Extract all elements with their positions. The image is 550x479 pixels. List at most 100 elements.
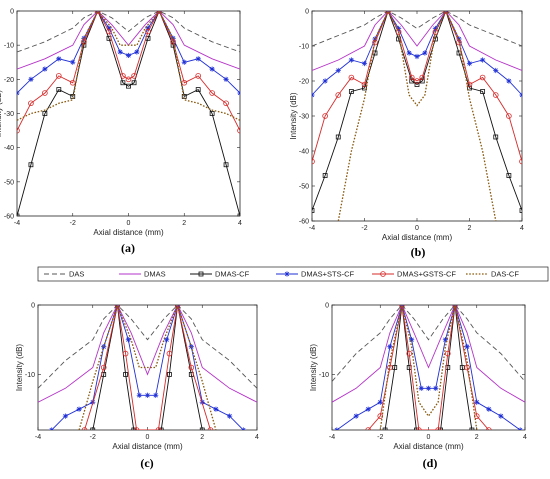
data-point [76, 406, 82, 412]
panel-label: (c) [140, 456, 153, 470]
legend-marker [380, 271, 386, 277]
series-group [332, 305, 525, 430]
data-point [166, 350, 173, 357]
x-axis-label: Axial distance (mm) [393, 442, 464, 451]
x-tick-label: -2 [377, 434, 383, 441]
data-point [144, 392, 151, 398]
y-tick-label: -50 [299, 184, 309, 191]
data-point [419, 74, 426, 81]
data-point [90, 427, 96, 430]
data-point [459, 365, 465, 370]
data-point [153, 392, 159, 398]
x-tick-label: 4 [520, 225, 524, 232]
y-axis-label: Intensity (dB) [0, 90, 3, 137]
data-point [414, 53, 420, 60]
data-point [506, 78, 512, 84]
data-point [56, 56, 62, 62]
data-point [227, 413, 233, 419]
y-tick-label: 0 [31, 303, 35, 310]
data-point [81, 427, 88, 430]
y-tick-label: -10 [319, 372, 329, 379]
x-tick-label: 0 [415, 225, 419, 232]
data-point [334, 427, 340, 430]
data-point [42, 66, 48, 72]
data-point [188, 364, 195, 371]
data-point [506, 173, 512, 178]
data-point [414, 427, 419, 430]
x-tick-label: -4 [309, 225, 315, 232]
data-point [519, 92, 522, 98]
x-tick-label: 0 [146, 434, 150, 441]
legend-entry: DMAS+GSTS-CF [397, 270, 456, 279]
data-point [56, 87, 62, 92]
data-point [240, 427, 246, 430]
series-line-das [312, 11, 522, 47]
data-point [385, 11, 391, 14]
data-point [131, 80, 137, 86]
x-tick-label: -2 [361, 225, 367, 232]
y-tick-label: -10 [299, 44, 309, 51]
data-point [474, 399, 480, 405]
data-point [166, 372, 172, 377]
data-point [506, 113, 512, 119]
data-point [335, 67, 341, 74]
data-point [444, 350, 451, 357]
data-point [312, 158, 315, 165]
data-point [126, 83, 131, 89]
plot-area [16, 10, 241, 217]
data-point [419, 78, 425, 84]
data-point [322, 173, 328, 178]
data-point [443, 11, 449, 14]
data-point [312, 92, 315, 98]
data-point [125, 52, 132, 59]
data-point [395, 29, 402, 35]
legend-marker [198, 271, 204, 277]
legend-entry: DAS [69, 270, 84, 279]
data-point [433, 385, 439, 391]
series-group [17, 11, 240, 216]
data-point [432, 25, 438, 32]
data-point [100, 364, 107, 371]
data-point [223, 162, 229, 168]
data-point [372, 39, 378, 46]
x-tick-label: 2 [200, 434, 204, 441]
series-group [38, 305, 257, 430]
series-line-das-cf [337, 11, 497, 221]
data-point [223, 100, 229, 107]
data-point [480, 57, 486, 63]
legend-entry: DAS-CF [491, 270, 519, 279]
y-tick-label: -30 [4, 111, 14, 118]
x-tick-label: -4 [14, 220, 20, 227]
data-point [414, 78, 420, 84]
x-tick-label: 2 [468, 225, 472, 232]
data-point [438, 427, 443, 430]
y-tick-label: 0 [305, 9, 309, 16]
data-point [81, 38, 87, 45]
data-point [335, 92, 342, 98]
y-axis-label: Intensity (dB) [15, 344, 24, 391]
series-group [312, 11, 522, 221]
data-point [517, 427, 523, 430]
data-point [237, 127, 240, 134]
data-point [117, 49, 123, 55]
y-tick-label: -20 [4, 77, 14, 84]
data-point [353, 413, 359, 419]
data-point [123, 372, 128, 377]
y-axis-label: Intensity (dB) [309, 344, 318, 391]
data-point [418, 385, 424, 391]
y-tick-label: -30 [299, 114, 309, 121]
legend-marker [284, 271, 290, 277]
data-point [486, 406, 492, 412]
data-point [469, 427, 475, 430]
data-point [409, 337, 415, 343]
series-line-dmas [332, 305, 525, 403]
data-point [131, 73, 137, 79]
data-point [195, 73, 201, 79]
data-point [406, 350, 413, 357]
y-tick-label: -40 [299, 149, 309, 156]
data-point [492, 92, 499, 98]
legend: DAS DMAS DMAS-CF DMAS+STS-CF DMAS+GSTS-CF DAS… [37, 266, 549, 282]
y-tick-label: -10 [4, 43, 14, 50]
data-point [348, 57, 354, 63]
series-line-dmas-gsts-cf [17, 11, 240, 131]
